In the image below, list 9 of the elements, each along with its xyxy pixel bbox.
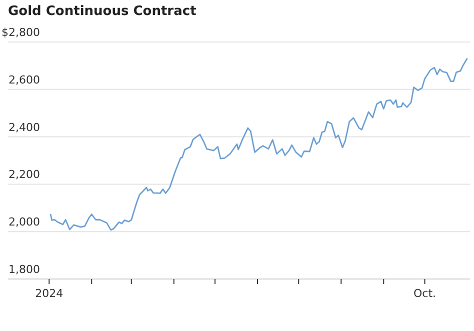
x-tick-label: Oct. (414, 287, 436, 300)
y-tick-label: 2,200 (8, 168, 40, 182)
y-tick-label: 1,800 (8, 263, 40, 276)
chart-title: Gold Continuous Contract (8, 4, 196, 19)
x-tick-label: 2024 (35, 287, 64, 300)
y-tick-label: 2,600 (8, 73, 40, 86)
y-tick-label: 2,400 (8, 120, 40, 134)
y-tick-label: 2,000 (8, 216, 40, 229)
y-tick-label: $2,800 (2, 26, 40, 39)
